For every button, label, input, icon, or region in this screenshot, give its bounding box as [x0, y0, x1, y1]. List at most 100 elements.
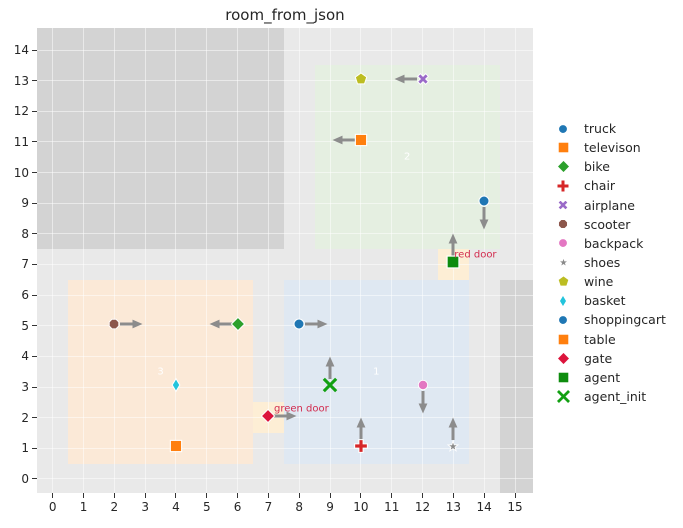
x-tick-label: 7: [264, 500, 273, 514]
y-tick: [32, 233, 37, 235]
octagon-marker-icon: [109, 318, 120, 329]
chair-legend-marker: [551, 178, 575, 194]
room-label-1: 1: [373, 366, 380, 378]
agent_init-marker: [321, 376, 340, 399]
legend-item-shoes: shoes: [551, 253, 666, 272]
gridline: [37, 447, 533, 449]
direction-arrow-down: [479, 207, 489, 230]
y-tick: [32, 263, 37, 265]
legend-label: bike: [584, 159, 610, 175]
x-stroke-marker-icon: [322, 377, 338, 393]
x-tick: [52, 493, 54, 498]
wall-right: [499, 279, 533, 493]
y-tick-label: 10: [13, 165, 29, 180]
y-tick-label: 3: [21, 380, 29, 394]
airplane-legend-marker: [551, 198, 575, 212]
direction-arrow-left: [209, 319, 232, 329]
legend-label: airplane: [584, 197, 635, 213]
gate-legend-marker: [551, 351, 575, 366]
agent_init-legend-marker: [551, 388, 575, 405]
star-marker-icon: [447, 440, 460, 453]
bike-arrow: [208, 294, 268, 358]
agent-marker: [444, 253, 463, 276]
gridline: [206, 28, 208, 493]
chart-title: room_from_json: [225, 6, 345, 24]
circle-marker-icon: [558, 123, 568, 134]
gridline: [37, 263, 533, 265]
x-tick: [206, 493, 208, 498]
televison-marker: [352, 131, 370, 153]
legend-label: agent: [584, 369, 621, 385]
gridline: [298, 28, 300, 493]
gridline: [514, 28, 516, 493]
square-marker-icon: [169, 440, 183, 453]
y-tick-label: 5: [21, 318, 29, 333]
y-tick: [32, 80, 37, 82]
truck-legend-marker: [551, 122, 575, 136]
legend-label: backpack: [584, 235, 644, 251]
legend-label: shoes: [584, 255, 621, 271]
backpack-arrow: [393, 355, 453, 419]
wine-legend-marker: [551, 274, 575, 289]
x-tick-label: 10: [353, 500, 369, 514]
circle-marker-icon: [417, 379, 428, 391]
gridline: [113, 28, 115, 493]
plot-area: 2 3 1 red door green door: [37, 28, 533, 493]
televison-arrow: [331, 110, 391, 174]
legend-label: wine: [584, 274, 614, 290]
direction-arrow-up: [448, 417, 458, 441]
x-tick: [360, 493, 362, 498]
x-tick: [391, 493, 393, 498]
gridline: [37, 202, 533, 204]
x-tick-label: 12: [414, 500, 431, 514]
x-tick: [144, 493, 146, 498]
y-tick: [32, 355, 37, 357]
gate-marker: [260, 408, 276, 428]
x-tick: [298, 493, 300, 498]
direction-arrow-up: [448, 233, 458, 257]
gridline: [329, 28, 331, 493]
bike-marker: [230, 316, 246, 336]
legend-item-televison: televison: [551, 138, 666, 157]
x-tick-label: 9: [326, 500, 334, 514]
x-marker-icon: [557, 199, 569, 211]
square-marker-icon: [557, 141, 569, 154]
gridline: [37, 233, 533, 235]
x-tick-label: 3: [141, 500, 149, 514]
thin-diamond-marker-icon: [171, 377, 181, 393]
legend-item-shoppingcart: shoppingcart: [551, 310, 666, 329]
legend-item-chair: chair: [551, 176, 666, 195]
legend-label: gate: [584, 350, 613, 366]
y-tick-label: 11: [13, 134, 29, 149]
gridline: [391, 28, 393, 493]
gridline: [37, 80, 533, 82]
x-tick: [113, 493, 115, 498]
circle-marker-icon: [558, 315, 568, 325]
gridline: [37, 49, 533, 51]
legend-label: basket: [584, 293, 626, 309]
y-tick-label: 1: [21, 441, 29, 456]
circle-marker-icon: [558, 238, 568, 249]
shoppingcart-legend-marker: [551, 313, 575, 327]
diamond-marker-icon: [556, 159, 570, 174]
gridline: [83, 28, 85, 493]
table-marker: [167, 437, 185, 459]
square-marker-icon: [354, 133, 368, 147]
y-tick: [32, 49, 37, 51]
gridline: [37, 478, 533, 480]
backpack-legend-marker: [551, 236, 575, 250]
shoes-marker: [446, 439, 460, 458]
legend-item-agent_init: agent_init: [551, 387, 666, 406]
pentagon-marker-icon: [354, 72, 368, 85]
y-tick-label: 0: [21, 471, 29, 486]
y-tick-label: 12: [13, 104, 29, 119]
y-tick: [32, 172, 37, 174]
truck-marker: [476, 193, 492, 213]
shoes-legend-marker: [551, 256, 575, 269]
gridline: [37, 172, 533, 174]
x-tick-label: 4: [172, 500, 180, 514]
gridline: [267, 28, 269, 493]
star-marker-icon: [557, 256, 569, 268]
room-1: [283, 279, 469, 464]
